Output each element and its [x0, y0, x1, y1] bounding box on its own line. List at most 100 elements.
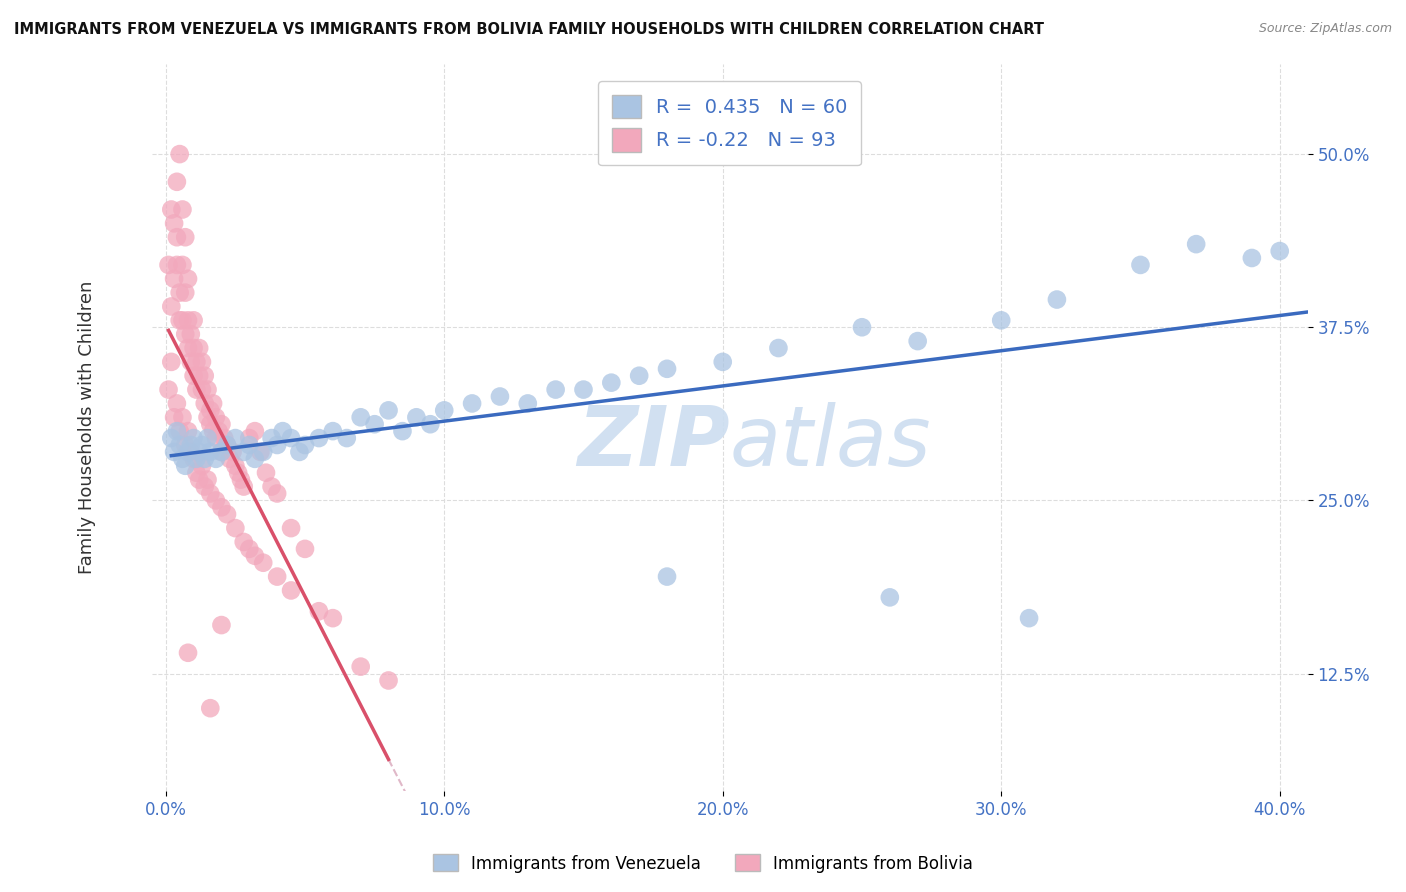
Point	[238, 541, 260, 556]
Point	[215, 438, 238, 452]
Point	[1268, 244, 1291, 258]
Point	[336, 431, 359, 445]
Point	[377, 403, 399, 417]
Point	[211, 445, 233, 459]
Point	[1018, 611, 1040, 625]
Point	[160, 355, 183, 369]
Point	[655, 569, 678, 583]
Text: ZIP: ZIP	[576, 401, 730, 483]
Point	[177, 272, 200, 286]
Point	[221, 445, 243, 459]
Point	[180, 355, 202, 369]
Point	[180, 445, 202, 459]
Point	[489, 390, 512, 404]
Point	[205, 451, 228, 466]
Point	[1129, 258, 1152, 272]
Point	[208, 424, 231, 438]
Point	[186, 451, 208, 466]
Point	[280, 583, 302, 598]
Point	[197, 431, 219, 445]
Point	[711, 355, 734, 369]
Y-axis label: Family Households with Children: Family Households with Children	[79, 281, 96, 574]
Point	[186, 383, 208, 397]
Point	[243, 451, 266, 466]
Point	[188, 473, 211, 487]
Point	[294, 541, 316, 556]
Point	[174, 327, 197, 342]
Point	[194, 396, 217, 410]
Point	[252, 445, 274, 459]
Point	[194, 479, 217, 493]
Point	[266, 438, 288, 452]
Point	[202, 396, 225, 410]
Point	[226, 466, 249, 480]
Point	[516, 396, 538, 410]
Point	[211, 445, 233, 459]
Point	[163, 445, 186, 459]
Point	[183, 341, 205, 355]
Point	[200, 417, 222, 432]
Legend: R =  0.435   N = 60, R = -0.22   N = 93: R = 0.435 N = 60, R = -0.22 N = 93	[598, 81, 862, 165]
Point	[249, 445, 271, 459]
Point	[163, 216, 186, 230]
Point	[215, 438, 238, 452]
Point	[177, 646, 200, 660]
Point	[350, 410, 373, 425]
Point	[183, 451, 205, 466]
Point	[433, 403, 456, 417]
Legend: Immigrants from Venezuela, Immigrants from Bolivia: Immigrants from Venezuela, Immigrants fr…	[426, 847, 980, 880]
Text: IMMIGRANTS FROM VENEZUELA VS IMMIGRANTS FROM BOLIVIA FAMILY HOUSEHOLDS WITH CHIL: IMMIGRANTS FROM VENEZUELA VS IMMIGRANTS …	[14, 22, 1045, 37]
Point	[191, 383, 214, 397]
Point	[544, 383, 567, 397]
Point	[232, 479, 254, 493]
Point	[224, 458, 246, 473]
Point	[215, 508, 238, 522]
Point	[166, 258, 188, 272]
Point	[188, 445, 211, 459]
Point	[572, 383, 595, 397]
Point	[169, 285, 191, 300]
Point	[363, 417, 385, 432]
Point	[308, 604, 330, 618]
Point	[177, 341, 200, 355]
Point	[628, 368, 651, 383]
Point	[600, 376, 623, 390]
Point	[1240, 251, 1263, 265]
Point	[211, 618, 233, 632]
Point	[197, 473, 219, 487]
Point	[186, 355, 208, 369]
Point	[205, 410, 228, 425]
Point	[212, 431, 235, 445]
Point	[377, 673, 399, 688]
Point	[990, 313, 1012, 327]
Point	[166, 424, 188, 438]
Point	[322, 424, 344, 438]
Point	[197, 410, 219, 425]
Point	[177, 313, 200, 327]
Point	[211, 500, 233, 515]
Point	[191, 438, 214, 452]
Point	[243, 424, 266, 438]
Point	[350, 659, 373, 673]
Point	[202, 424, 225, 438]
Point	[177, 424, 200, 438]
Point	[194, 451, 217, 466]
Point	[166, 396, 188, 410]
Point	[391, 424, 413, 438]
Point	[191, 355, 214, 369]
Point	[160, 300, 183, 314]
Point	[200, 445, 222, 459]
Point	[188, 341, 211, 355]
Point	[266, 486, 288, 500]
Point	[180, 438, 202, 452]
Point	[200, 403, 222, 417]
Point	[157, 258, 180, 272]
Point	[163, 410, 186, 425]
Point	[229, 473, 252, 487]
Point	[197, 383, 219, 397]
Point	[271, 424, 294, 438]
Point	[174, 438, 197, 452]
Point	[177, 445, 200, 459]
Point	[1185, 237, 1208, 252]
Text: atlas: atlas	[730, 401, 931, 483]
